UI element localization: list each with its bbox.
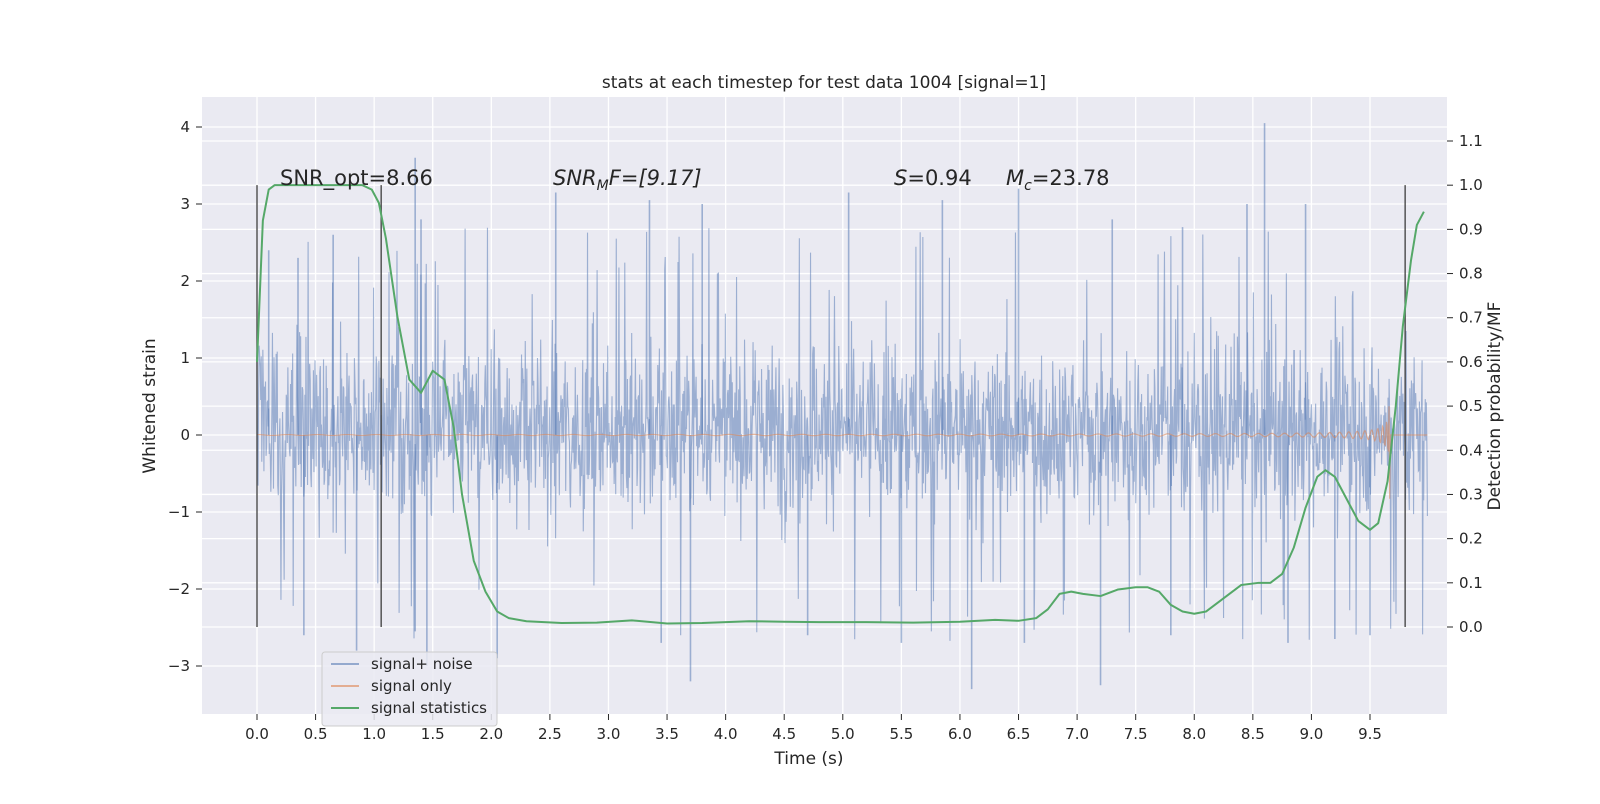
x-axis-label: Time (s) xyxy=(773,749,843,769)
series-signal-only xyxy=(257,406,1428,499)
x-tick-label-16: 8.0 xyxy=(1182,725,1206,743)
annotation-mc: Mc=23.78 xyxy=(1006,166,1110,194)
annotation-s: S=0.94 xyxy=(894,166,972,190)
legend-label-signal-noise: signal+ noise xyxy=(371,655,473,673)
x-tick-label-12: 6.0 xyxy=(948,725,972,743)
x-tick-label-13: 6.5 xyxy=(1007,725,1031,743)
annotation-s-tail: =0.94 xyxy=(907,166,971,190)
statistics-series-layer xyxy=(256,184,1425,625)
legend: signal+ noise signal only signal statist… xyxy=(321,651,498,727)
annotation-snr-mf-sub: M xyxy=(597,178,609,194)
x-tick-label-17: 8.5 xyxy=(1241,725,1265,743)
y-axis-label: Whitened strain xyxy=(140,338,160,473)
legend-label-signal-statistics: signal statistics xyxy=(371,699,487,717)
annotation-snr-mf: SNRMF=[9.17] xyxy=(553,166,702,194)
x-tick-label-11: 5.5 xyxy=(889,725,913,743)
x-tick-label-19: 9.5 xyxy=(1358,725,1382,743)
y2-tick-label-5: 0.5 xyxy=(1459,397,1483,415)
x-tick-label-1: 0.5 xyxy=(304,725,328,743)
x-tick-label-10: 5.0 xyxy=(831,725,855,743)
y-tick-label-7: 4 xyxy=(180,118,190,136)
y2-tick-label-6: 0.6 xyxy=(1459,353,1483,371)
y2-tick-label-9: 0.9 xyxy=(1459,220,1483,238)
y2-tick-label-0: 0.0 xyxy=(1459,618,1483,636)
annotation-snr-mf-tail: F=[9.17] xyxy=(609,166,702,190)
x-tick-label-7: 3.5 xyxy=(655,725,679,743)
y-tick-label-6: 3 xyxy=(180,195,190,213)
tick-labels-layer: 0.0 0.5 1.0 1.5 2.0 2.5 3.0 3.5 4.0 4.5 5.0 5.5 6.0 6… xyxy=(168,118,1483,743)
y2-tick-label-2: 0.2 xyxy=(1459,530,1483,548)
x-tick-label-3: 1.5 xyxy=(421,725,445,743)
y-tick-label-4: 1 xyxy=(180,349,190,367)
y2-axis-label: Detection probability/MF xyxy=(1485,302,1505,511)
series-signal-statistics xyxy=(256,184,1425,625)
annotation-mc-main: M xyxy=(1006,166,1024,190)
x-tick-label-5: 2.5 xyxy=(538,725,562,743)
y2-tick-label-11: 1.1 xyxy=(1459,132,1483,150)
y-tick-label-1: −2 xyxy=(168,580,190,598)
chart-title: stats at each timestep for test data 100… xyxy=(602,73,1046,93)
y-tick-label-2: −1 xyxy=(168,503,190,521)
x-tick-label-9: 4.5 xyxy=(772,725,796,743)
chirp-series-layer xyxy=(257,406,1428,499)
annotation-snr-opt-text: SNR_opt=8.66 xyxy=(280,166,433,191)
x-tick-label-8: 4.0 xyxy=(714,725,738,743)
annotation-s-main: S xyxy=(894,166,907,190)
y-tick-label-5: 2 xyxy=(180,272,190,290)
x-tick-label-15: 7.5 xyxy=(1124,725,1148,743)
y-tick-label-3: 0 xyxy=(180,426,190,444)
vertical-markers-layer xyxy=(256,185,1406,627)
annotation-snr-mf-main: SNR xyxy=(553,166,597,190)
x-tick-label-0: 0.0 xyxy=(245,725,269,743)
legend-label-signal-only: signal only xyxy=(371,677,452,695)
annotation-mc-tail: =23.78 xyxy=(1032,166,1110,190)
x-tick-label-6: 3.0 xyxy=(597,725,621,743)
y2-tick-label-4: 0.4 xyxy=(1459,441,1483,459)
y2-tick-label-1: 0.1 xyxy=(1459,574,1483,592)
x-tick-label-2: 1.0 xyxy=(362,725,386,743)
annotation-mc-sub: c xyxy=(1024,178,1032,194)
annotation-snr-opt: SNR_opt=8.66 xyxy=(280,166,433,191)
x-tick-label-18: 9.0 xyxy=(1299,725,1323,743)
legend-box xyxy=(321,651,498,727)
y2-tick-label-7: 0.7 xyxy=(1459,309,1483,327)
x-tick-label-4: 2.0 xyxy=(479,725,503,743)
y-tick-label-0: −3 xyxy=(168,657,190,675)
y2-tick-label-8: 0.8 xyxy=(1459,265,1483,283)
y2-tick-label-3: 0.3 xyxy=(1459,485,1483,503)
x-tick-label-14: 7.0 xyxy=(1065,725,1089,743)
y2-tick-label-10: 1.0 xyxy=(1459,176,1483,194)
